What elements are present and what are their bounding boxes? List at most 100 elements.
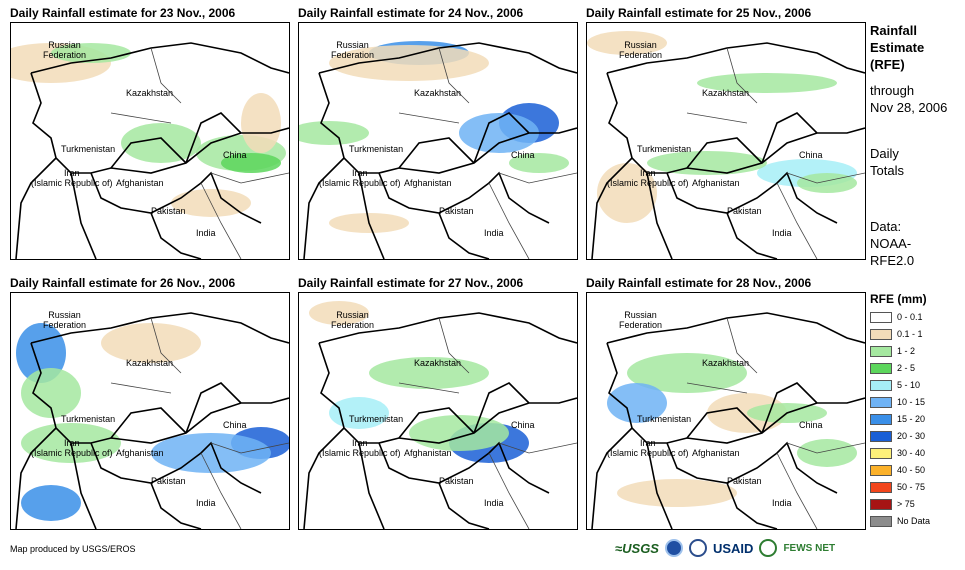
map-graphic — [303, 301, 577, 529]
legend-label: 1 - 2 — [897, 346, 916, 356]
map-graphic — [591, 312, 865, 529]
legend-swatch — [870, 328, 892, 340]
country-label-kazakhstan: Kazakhstan — [126, 88, 174, 98]
country-label-kazakhstan: Kazakhstan — [126, 358, 174, 368]
country-label-turkmenistan: Turkmenistan — [61, 144, 116, 154]
rainfall-area — [797, 439, 857, 467]
legend-swatch — [870, 515, 892, 527]
legend-label: 2 - 5 — [897, 363, 916, 373]
rainfall-map: Russian Federation Kazakhstan Turkmenistan… — [586, 22, 866, 260]
panel-title: Daily Rainfall estimate for 27 Nov., 200… — [298, 276, 524, 290]
legend-swatch — [870, 481, 892, 493]
sidebar-date: Nov 28, 2006 — [870, 100, 948, 115]
country-label-pakistan: Pakistan — [151, 206, 186, 216]
country-label-india: India — [772, 228, 792, 238]
legend-item: 10 - 15 — [870, 395, 925, 409]
legend-swatch — [870, 430, 892, 442]
legend-label: 0.1 - 1 — [897, 329, 923, 339]
legend-swatch — [870, 447, 892, 459]
legend-swatch — [870, 362, 892, 374]
region-borders — [398, 47, 577, 259]
sidebar-title-line3: (RFE) — [870, 57, 905, 72]
country-label-india: India — [196, 228, 216, 238]
country-label-iran: Iran (Islamic Republic of) — [31, 168, 113, 188]
usaid-logo: USAID — [712, 540, 754, 556]
country-label-iran: Iran (Islamic Republic of) — [319, 438, 401, 458]
rainfall-area — [151, 433, 271, 473]
country-borders — [591, 312, 865, 529]
country-label-india: India — [484, 498, 504, 508]
legend-label: 20 - 30 — [897, 431, 926, 441]
country-label-russia: Russian Federation — [619, 40, 663, 60]
country-label-russia: Russian Federation — [43, 310, 87, 330]
country-label-china: China — [511, 150, 535, 160]
rainfall-area — [697, 73, 837, 93]
rainfall-area — [607, 383, 667, 423]
legend-item: 0 - 0.1 — [870, 310, 923, 324]
region-borders — [110, 47, 289, 259]
rainfall-map: Russian Federation Kazakhstan Turkmenistan… — [298, 292, 578, 530]
country-label-turkmenistan: Turkmenistan — [349, 144, 404, 154]
sidebar-daily: Daily — [870, 146, 899, 161]
legend-swatch — [870, 345, 892, 357]
legend-item: 40 - 50 — [870, 463, 925, 477]
rainfall-area — [627, 353, 747, 393]
panel-title: Daily Rainfall estimate for 26 Nov., 200… — [10, 276, 236, 290]
legend-swatch — [870, 413, 892, 425]
fews-net-logo: FEWS NET — [783, 542, 836, 554]
legend-item: > 75 — [870, 497, 915, 511]
country-label-china: China — [511, 420, 535, 430]
country-label-afghanistan: Afghanistan — [116, 178, 164, 188]
sidebar-totals: Totals — [870, 163, 904, 178]
rainfall-area — [309, 301, 369, 325]
legend-swatch — [870, 311, 892, 323]
legend-label: 30 - 40 — [897, 448, 926, 458]
legend-item: 15 - 20 — [870, 412, 925, 426]
country-label-kazakhstan: Kazakhstan — [414, 88, 462, 98]
region-borders — [398, 317, 577, 529]
sidebar-title-line1: Rainfall — [870, 23, 917, 38]
map-graphic — [11, 42, 289, 259]
rainfall-map: Russian Federation Kazakhstan Turkmenistan… — [10, 292, 290, 530]
sidebar-data-source1: NOAA- — [870, 236, 912, 251]
rainfall-area — [617, 479, 737, 507]
rainfall-area — [509, 153, 569, 173]
country-borders — [15, 312, 289, 529]
panel-title: Daily Rainfall estimate for 23 Nov., 200… — [10, 6, 236, 20]
rainfall-area — [21, 485, 81, 521]
legend-label: 10 - 15 — [897, 397, 926, 407]
legend-label: No Data — [897, 516, 931, 526]
country-label-china: China — [799, 150, 823, 160]
map-credit: Map produced by USGS/EROS — [10, 544, 136, 554]
panel-title: Daily Rainfall estimate for 24 Nov., 200… — [298, 6, 524, 20]
country-label-kazakhstan: Kazakhstan — [414, 358, 462, 368]
legend-swatch — [870, 498, 892, 510]
legend-label: > 75 — [897, 499, 915, 509]
legend-item: 50 - 75 — [870, 480, 925, 494]
country-borders — [303, 312, 577, 529]
sidebar-data-source2: RFE2.0 — [870, 253, 915, 268]
rainfall-area — [797, 173, 857, 193]
legend-label: 15 - 20 — [897, 414, 926, 424]
legend-item: 0.1 - 1 — [870, 327, 923, 341]
legend-item: No Data — [870, 514, 930, 528]
rainfall-map: Russian Federation Kazakhstan Turkmenistan… — [10, 22, 290, 260]
map-graphic — [299, 41, 577, 259]
rainfall-area — [647, 151, 767, 175]
country-label-kazakhstan: Kazakhstan — [702, 88, 750, 98]
rainfall-area — [101, 323, 201, 363]
legend-label: 50 - 75 — [897, 482, 926, 492]
region-borders — [110, 317, 289, 529]
legend-label: 0 - 0.1 — [897, 312, 923, 322]
rainfall-map: Russian Federation Kazakhstan Turkmenistan… — [586, 292, 866, 530]
country-label-iran: Iran (Islamic Republic of) — [319, 168, 401, 188]
legend-item: 20 - 30 — [870, 429, 925, 443]
rainfall-area — [329, 45, 489, 81]
legend-swatch — [870, 379, 892, 391]
country-label-afghanistan: Afghanistan — [116, 448, 164, 458]
country-label-russia: Russian Federation — [43, 40, 87, 60]
rainfall-map: Russian Federation Kazakhstan Turkmenistan… — [298, 22, 578, 260]
rainfall-area — [221, 153, 281, 173]
country-label-pakistan: Pakistan — [727, 206, 762, 216]
map-graphic — [587, 31, 865, 259]
